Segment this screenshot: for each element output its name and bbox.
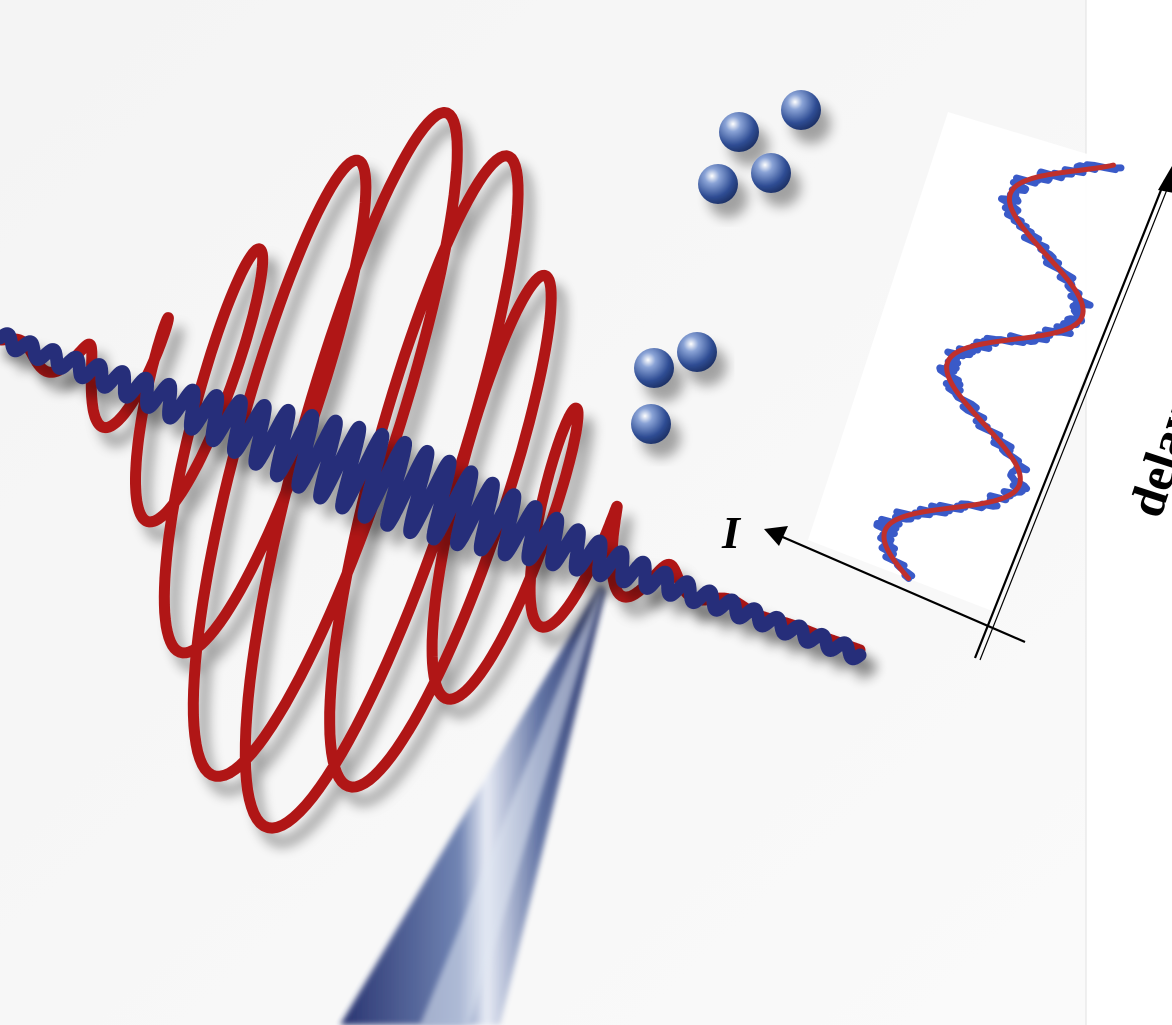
blue-wave-trace: [0, 327, 867, 666]
molecule-icon: [698, 90, 821, 204]
delay-inset: [808, 112, 1160, 612]
sphere: [631, 404, 671, 444]
inset-fit-trace: [881, 162, 1116, 581]
molecule-icon: [631, 332, 717, 444]
delay-arrowhead: [1158, 166, 1172, 193]
intensity-axis: [764, 526, 1026, 644]
intensity-axis-label: I: [721, 507, 742, 558]
intensity-arrowhead: [764, 526, 788, 546]
sphere: [677, 332, 717, 372]
sphere: [719, 112, 759, 152]
sphere: [634, 348, 674, 388]
probe-tip-icon: [340, 585, 606, 1025]
sphere: [698, 164, 738, 204]
sphere: [781, 90, 821, 130]
delay-axis: [973, 166, 1172, 661]
sphere: [751, 153, 791, 193]
blue-pulse-wave: [0, 327, 867, 666]
inset-plot: [873, 161, 1125, 582]
